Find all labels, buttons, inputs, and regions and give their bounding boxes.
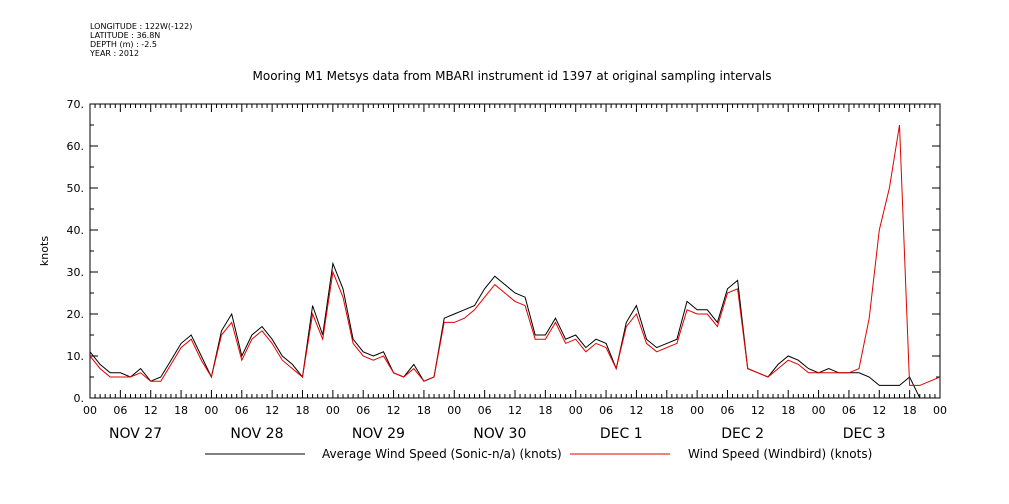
- x-hour-label: 18: [781, 404, 795, 417]
- x-hour-label: 18: [417, 404, 431, 417]
- x-hour-label: 00: [326, 404, 340, 417]
- x-hour-label: 00: [204, 404, 218, 417]
- x-hour-label: 18: [538, 404, 552, 417]
- y-axis-label: knots: [38, 236, 51, 266]
- year-label: YEAR : 2012: [89, 49, 139, 58]
- plot-frame: [89, 103, 941, 399]
- x-day-label: NOV 28: [230, 426, 283, 442]
- x-hour-label: 18: [174, 404, 188, 417]
- y-tick-label: 10.: [67, 350, 85, 363]
- y-tick-label: 0.: [74, 392, 85, 405]
- series-lines: [89, 124, 941, 399]
- x-day-label: DEC 1: [600, 426, 643, 442]
- x-day-label: NOV 27: [109, 426, 162, 442]
- x-hour-label: 06: [599, 404, 613, 417]
- x-hour-label: 06: [721, 404, 735, 417]
- chart-title: Mooring M1 Metsys data from MBARI instru…: [253, 69, 772, 83]
- x-hour-label: 18: [660, 404, 674, 417]
- x-hour-label: 00: [812, 404, 826, 417]
- legend-label-average: Average Wind Speed (Sonic-n/a) (knots): [322, 447, 562, 461]
- x-day-label: NOV 29: [352, 426, 405, 442]
- latitude-label: LATITUDE : 36.8N: [90, 31, 160, 40]
- y-tick-label: 50.: [67, 182, 85, 195]
- y-tick-label: 40.: [67, 224, 85, 237]
- y-tick-label: 60.: [67, 140, 85, 153]
- x-day-label: DEC 3: [843, 426, 886, 442]
- x-day-label: NOV 30: [473, 426, 526, 442]
- x-hour-label: 06: [235, 404, 249, 417]
- x-hour-label: 12: [751, 404, 765, 417]
- x-hour-label: 18: [296, 404, 310, 417]
- x-hour-label: 06: [842, 404, 856, 417]
- x-hour-label: 12: [265, 404, 279, 417]
- y-tick-label: 70.: [67, 98, 85, 111]
- depth-label: DEPTH (m) : -2.5: [90, 40, 157, 49]
- x-hour-label: 00: [83, 404, 97, 417]
- x-hour-label: 12: [872, 404, 886, 417]
- x-hour-label: 06: [356, 404, 370, 417]
- x-hour-label: 00: [569, 404, 583, 417]
- axis-ticks: 0. 10. 20. 30. 40. 50. 60. 70. 00 06 12 18 00 06 12 18 0…: [67, 98, 948, 442]
- x-hour-label: 12: [629, 404, 643, 417]
- x-hour-label: 12: [508, 404, 522, 417]
- y-tick-label: 30.: [67, 266, 85, 279]
- x-hour-label: 12: [387, 404, 401, 417]
- x-hour-label: 06: [478, 404, 492, 417]
- x-hour-label: 00: [690, 404, 704, 417]
- x-hour-label: 00: [933, 404, 947, 417]
- series-windbird-wind-speed: [89, 124, 941, 386]
- y-tick-label: 20.: [67, 308, 85, 321]
- series-average-wind-speed: [89, 261, 940, 399]
- x-hour-label: 12: [144, 404, 158, 417]
- legend-label-windbird: Wind Speed (Windbird) (knots): [688, 447, 872, 461]
- x-day-label: DEC 2: [721, 426, 764, 442]
- x-hour-label: 00: [447, 404, 461, 417]
- x-hour-label: 06: [113, 404, 127, 417]
- x-hour-label: 18: [903, 404, 917, 417]
- longitude-label: LONGITUDE : 122W(-122): [90, 22, 192, 31]
